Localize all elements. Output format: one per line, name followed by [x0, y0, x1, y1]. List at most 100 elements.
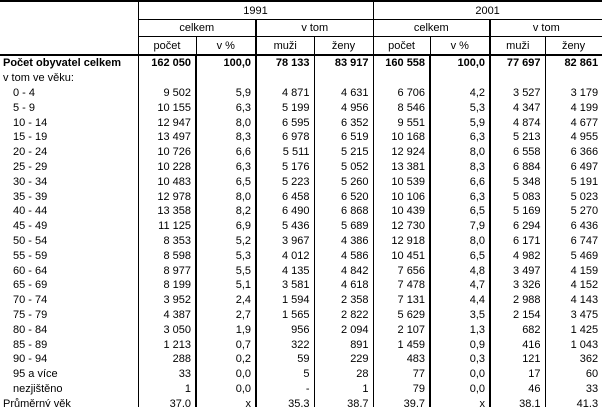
- row-label: v tom ve věku:: [0, 70, 139, 86]
- table-cell: 12 978: [138, 189, 197, 204]
- table-cell: 2 094: [314, 322, 374, 338]
- table-cell: 9 551: [373, 115, 432, 130]
- table-cell: 8,3: [196, 129, 257, 145]
- row-label: 45 - 49: [0, 218, 139, 234]
- table-cell: 3 179: [570, 86, 599, 99]
- table-cell: 4 012: [256, 248, 315, 264]
- table-cell: [314, 70, 374, 86]
- year-1991-header: 1991: [138, 1, 374, 20]
- table-cell: 6 366: [570, 146, 599, 159]
- table-cell: 3 326: [490, 277, 546, 293]
- row-label: 15 - 19: [0, 129, 139, 145]
- table-cell: 1 425: [570, 323, 599, 336]
- table-cell: 10 155: [138, 100, 197, 116]
- table-cell: 2 107: [373, 322, 432, 338]
- table-cell: 6,5: [430, 203, 492, 219]
- row-label: 25 - 29: [0, 159, 139, 175]
- table-cell: 6 497: [570, 160, 599, 173]
- table-cell: 5 169: [490, 203, 546, 219]
- table-cell: 3 050: [138, 322, 197, 338]
- table-cell: 77: [373, 366, 432, 382]
- col-muzi-2001: muži: [490, 36, 546, 56]
- table-cell: 6 884: [490, 159, 546, 175]
- table-cell: 4,2: [430, 85, 492, 101]
- row-label: 85 - 89: [0, 337, 139, 352]
- corner-cell: [0, 1, 139, 56]
- table-cell: 6,3: [430, 189, 492, 204]
- table-row: 50 - 54 8 353 5,2 3 967 4 386 12 918 8,0 6 171 6…: [0, 233, 602, 249]
- table-row: 35 - 39 12 978 8,0 6 458 6 520 10 106 6,3 5 083…: [0, 189, 602, 204]
- table-cell: 4 871: [256, 85, 315, 101]
- table-cell: 2 358: [314, 292, 374, 308]
- vtom-2001-header: v tom: [490, 19, 602, 37]
- table-cell: 41,3: [576, 397, 599, 407]
- table-cell: 4,7: [430, 277, 492, 293]
- table-row: 25 - 29 10 228 6,3 5 176 5 052 13 381 8,3 6 884…: [0, 159, 602, 175]
- table-cell: 5,3: [196, 248, 257, 264]
- table-cell: 10 451: [373, 248, 432, 264]
- table-cell: 1 594: [256, 292, 315, 308]
- table-cell: [256, 70, 315, 86]
- table-cell: -: [256, 381, 315, 397]
- table-cell: 13 497: [138, 129, 197, 145]
- table-cell: 8,0: [430, 144, 492, 160]
- table-cell: 3 581: [256, 277, 315, 293]
- table-cell: 4 586: [314, 248, 374, 264]
- table-cell: 4,4: [430, 292, 492, 308]
- table-cell: 6 706: [373, 85, 432, 101]
- table-cell: 4 618: [314, 277, 374, 293]
- table-row: Počet obyvatel celkem 162 050 100,0 78 133 8…: [0, 55, 602, 71]
- table-cell: 8,0: [196, 189, 257, 204]
- table-cell: 4 387: [138, 307, 197, 323]
- table-cell: 0,0: [430, 366, 492, 382]
- col-muzi-1991: muži: [256, 36, 315, 56]
- col-zeny-2001: ženy: [545, 36, 602, 56]
- table-header: 1991 2001 celkem v tom celkem v tom poče…: [0, 1, 602, 56]
- row-label: 80 - 84: [0, 322, 139, 338]
- table-cell: 4 955: [570, 131, 599, 144]
- table-cell: 6 747: [570, 234, 599, 247]
- table-cell: [490, 70, 546, 86]
- row-label: 5 - 9: [0, 100, 139, 116]
- table-cell: 17: [490, 366, 546, 382]
- table-cell: 2 822: [314, 307, 374, 323]
- table-row: 45 - 49 11 125 6,9 5 436 5 689 12 730 7,9 6 294…: [0, 218, 602, 234]
- table-cell: 0,0: [196, 381, 257, 397]
- table-cell: 6,9: [196, 218, 257, 234]
- table-cell: 5 270: [570, 205, 599, 218]
- table-cell: 8,0: [196, 115, 257, 130]
- table-cell: 10 228: [138, 159, 197, 175]
- table-cell: 6,6: [430, 174, 492, 190]
- table-cell: 33: [138, 366, 197, 382]
- table-cell: 4 159: [570, 264, 599, 277]
- table-cell: 8 546: [373, 100, 432, 116]
- table-cell: 12 918: [373, 233, 432, 249]
- table-cell: 82 861: [564, 57, 599, 70]
- table-row: 5 - 9 10 155 6,3 5 199 4 956 8 546 5,3 4 347 4 1…: [0, 100, 602, 116]
- table-cell: 39,7: [373, 396, 432, 407]
- table-cell: 6 458: [256, 189, 315, 204]
- table-cell: 5,3: [430, 100, 492, 116]
- table-cell: 3 497: [490, 263, 546, 278]
- table-cell: 1,3: [430, 322, 492, 338]
- row-label: 50 - 54: [0, 233, 139, 249]
- table-cell: 1 043: [570, 338, 599, 351]
- table-row: Průměrný věk 37,0 x 35,3 38,7 39,7 x 38,1 41,3: [0, 396, 602, 407]
- table-cell: 28: [314, 366, 374, 382]
- table-cell: 38,7: [314, 396, 374, 407]
- table-cell: 3 952: [138, 292, 197, 308]
- table-cell: 6 520: [314, 189, 374, 204]
- table-row: 90 - 94 288 0,2 59 229 483 0,3 121 362: [0, 351, 602, 367]
- table-cell: 1 213: [138, 337, 197, 352]
- table-cell: 46: [490, 381, 546, 397]
- table-cell: 5 215: [314, 144, 374, 160]
- table-cell: 5,2: [196, 233, 257, 249]
- table-cell: 1 565: [256, 307, 315, 323]
- table-cell: 8 977: [138, 263, 197, 278]
- table-cell: 9 502: [138, 85, 197, 101]
- table-cell: 12 924: [373, 144, 432, 160]
- table-row: 75 - 79 4 387 2,7 1 565 2 822 5 629 3,5 2 154 3 …: [0, 307, 602, 323]
- table-cell: x: [430, 396, 492, 407]
- table-cell: 2 154: [490, 307, 546, 323]
